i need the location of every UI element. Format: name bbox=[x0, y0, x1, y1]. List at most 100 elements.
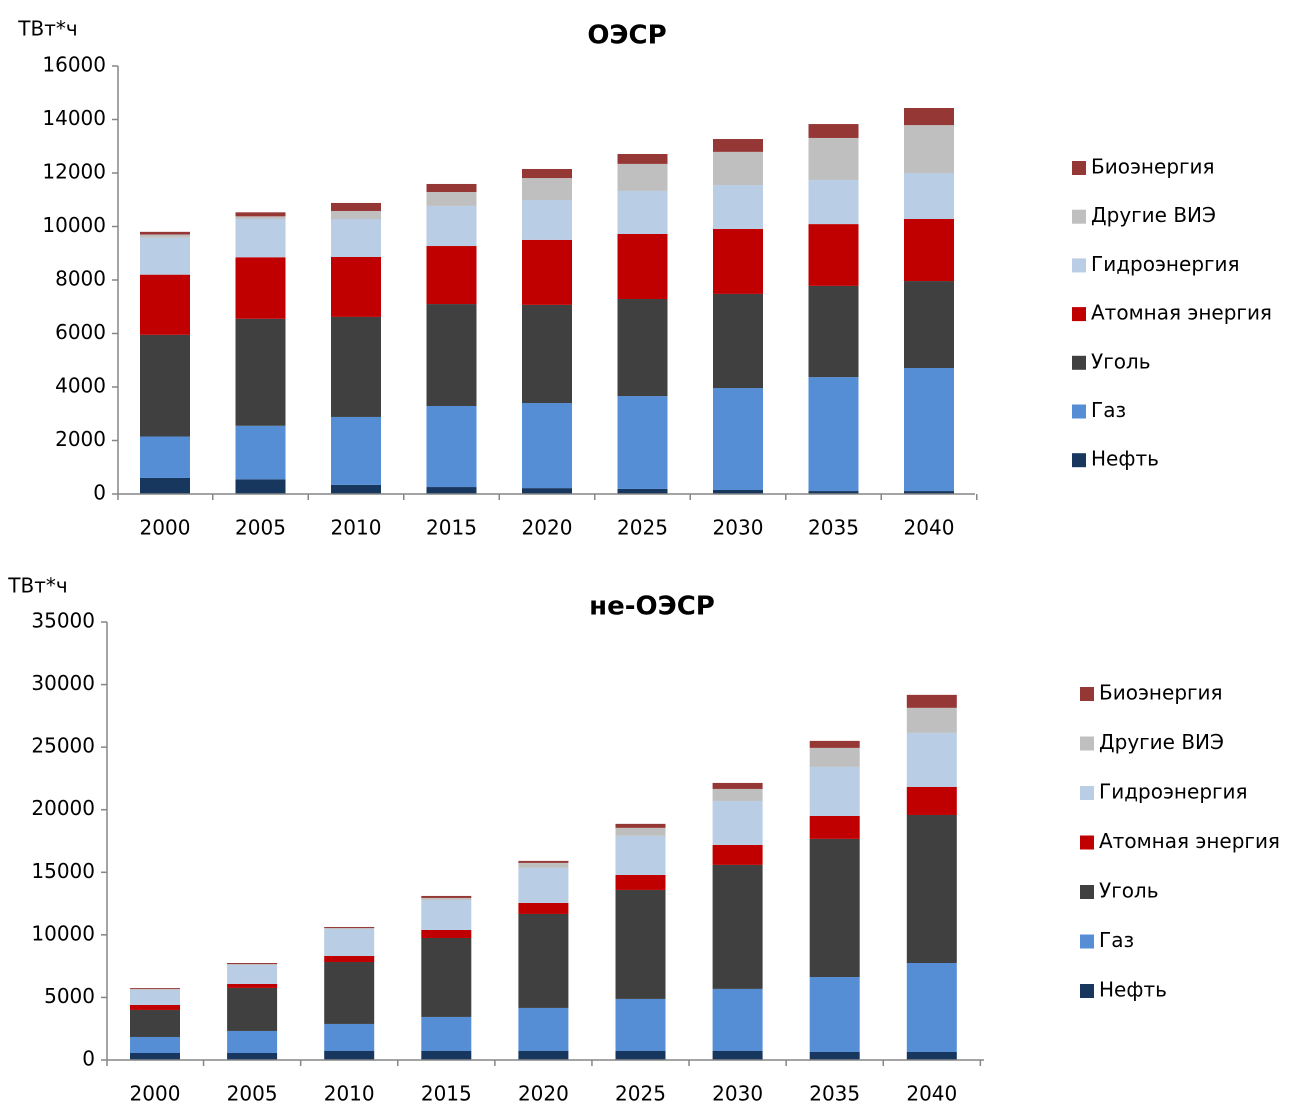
bar-segment bbox=[522, 200, 572, 240]
y-tick-label: 5000 bbox=[44, 984, 95, 1008]
x-tick-label: 2020 bbox=[522, 516, 573, 540]
legend-label: Нефть bbox=[1099, 978, 1167, 1002]
bar-segment bbox=[235, 216, 286, 220]
bar-segment bbox=[130, 1009, 180, 1037]
legend-label: Уголь bbox=[1099, 879, 1159, 903]
y-tick-label: 10000 bbox=[31, 921, 95, 945]
bar-segment bbox=[522, 488, 572, 494]
bar-segment bbox=[809, 766, 860, 816]
bar-segment bbox=[615, 998, 666, 1051]
bar-segment bbox=[421, 929, 472, 938]
bar-segment bbox=[324, 927, 375, 929]
bar-segment bbox=[713, 489, 763, 494]
bar-segment bbox=[522, 178, 572, 201]
bar-segment bbox=[324, 1023, 375, 1051]
bar-segment bbox=[617, 163, 668, 191]
bar-segment bbox=[904, 219, 954, 282]
bar-segment bbox=[518, 902, 569, 914]
bar-segment bbox=[421, 897, 472, 900]
bar-segment bbox=[808, 124, 859, 138]
bar-segment bbox=[617, 233, 668, 299]
legend-swatch bbox=[1072, 307, 1086, 322]
bar-segment bbox=[426, 183, 477, 192]
legend-swatch bbox=[1072, 355, 1086, 370]
bar-segment bbox=[235, 212, 286, 217]
bar-segment bbox=[235, 257, 286, 319]
legend-label: Биоэнергия bbox=[1099, 681, 1223, 705]
x-tick-label: 2010 bbox=[324, 1082, 375, 1106]
y-tick-label: 10000 bbox=[42, 213, 106, 237]
legend-label: Газ bbox=[1091, 398, 1126, 422]
y-tick-label: 4000 bbox=[55, 374, 106, 398]
bar-segment bbox=[712, 782, 763, 789]
y-tick-label: 0 bbox=[82, 1047, 95, 1071]
bar-segment bbox=[331, 219, 381, 257]
x-tick-label: 2025 bbox=[615, 1082, 666, 1106]
x-tick-label: 2015 bbox=[426, 516, 477, 540]
bar-segment bbox=[421, 1016, 472, 1051]
bar-segment bbox=[235, 425, 286, 480]
bar-segment bbox=[421, 895, 472, 898]
bar-segment bbox=[331, 316, 381, 417]
chart-title: не-ОЭСР bbox=[589, 592, 715, 622]
bar-segment bbox=[140, 436, 190, 478]
bar-segment bbox=[324, 962, 375, 1024]
bar-segment bbox=[140, 234, 190, 238]
bar-segment bbox=[615, 1050, 666, 1060]
x-tick-label: 2000 bbox=[130, 1082, 181, 1106]
legend-label: Другие ВИЭ bbox=[1091, 203, 1216, 227]
bar-segment bbox=[324, 928, 375, 957]
bar-segment bbox=[518, 1050, 569, 1060]
legend-swatch bbox=[1080, 934, 1094, 949]
legend-swatch bbox=[1072, 258, 1086, 273]
legend-label: Атомная энергия bbox=[1099, 829, 1280, 853]
bar-segment bbox=[904, 491, 954, 494]
bar-segment bbox=[904, 173, 954, 220]
x-tick-label: 2025 bbox=[617, 516, 668, 540]
bar-segment bbox=[808, 285, 859, 378]
bar-segment bbox=[904, 107, 954, 126]
bar-segment bbox=[809, 747, 860, 767]
x-tick-label: 2035 bbox=[808, 516, 859, 540]
bar-segment bbox=[227, 965, 278, 984]
bar-segment bbox=[227, 964, 278, 966]
bar-segment bbox=[906, 1051, 957, 1060]
legend-swatch bbox=[1072, 209, 1086, 224]
x-tick-label: 2015 bbox=[421, 1082, 472, 1106]
x-tick-label: 2040 bbox=[906, 1082, 957, 1106]
bar-segment bbox=[227, 1030, 278, 1053]
y-tick-label: 20000 bbox=[31, 796, 95, 820]
legend-label: Гидроэнергия bbox=[1099, 780, 1248, 804]
bar-segment bbox=[426, 205, 477, 247]
y-tick-label: 6000 bbox=[55, 320, 106, 344]
bar-segment bbox=[235, 318, 286, 426]
x-tick-label: 2010 bbox=[331, 516, 382, 540]
bar-segment bbox=[713, 139, 763, 152]
bar-segment bbox=[906, 963, 957, 1052]
legend-swatch bbox=[1072, 453, 1086, 468]
y-tick-label: 15000 bbox=[31, 859, 95, 883]
bar-segment bbox=[808, 491, 859, 494]
bar-segment bbox=[518, 867, 569, 903]
bar-segment bbox=[426, 304, 477, 406]
legend-swatch bbox=[1080, 835, 1094, 850]
bar-segment bbox=[140, 477, 190, 494]
bar-segment bbox=[421, 1050, 472, 1060]
bar-segment bbox=[331, 210, 381, 220]
bar-segment bbox=[904, 125, 954, 173]
bar-segment bbox=[712, 800, 763, 845]
legend-label: Другие ВИЭ bbox=[1099, 730, 1224, 754]
bar-segment bbox=[615, 889, 666, 999]
x-tick-label: 2030 bbox=[713, 516, 764, 540]
bar-segment bbox=[713, 151, 763, 186]
bar-segment bbox=[227, 983, 278, 988]
bar-segment bbox=[809, 1051, 860, 1060]
bar-segment bbox=[130, 1036, 180, 1053]
x-tick-label: 2035 bbox=[809, 1082, 860, 1106]
bar-segment bbox=[130, 1004, 180, 1010]
bar-segment bbox=[235, 479, 286, 494]
bar-segment bbox=[426, 487, 477, 494]
bar-segment bbox=[140, 231, 190, 235]
bar-segment bbox=[522, 239, 572, 305]
